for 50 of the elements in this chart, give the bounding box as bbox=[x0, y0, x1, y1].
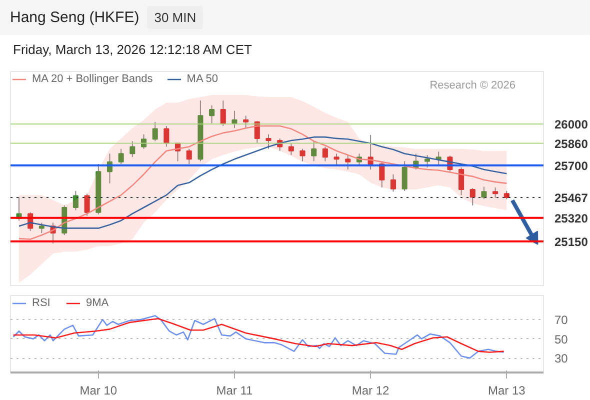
candlestick bbox=[481, 186, 487, 200]
legend-label: MA 20 + Bollinger Bands bbox=[32, 73, 153, 85]
y-tick-label: 30 bbox=[554, 352, 568, 366]
candlestick bbox=[390, 174, 396, 192]
candlestick bbox=[209, 104, 215, 124]
candlestick bbox=[402, 160, 408, 192]
candlestick bbox=[424, 154, 430, 168]
y-tick-label: 25860 bbox=[554, 136, 588, 151]
y-tick-label: 26000 bbox=[554, 117, 588, 132]
candlestick bbox=[72, 190, 78, 211]
y-tick-label: 25150 bbox=[554, 234, 588, 249]
candlestick bbox=[243, 115, 249, 129]
candlestick bbox=[300, 148, 306, 162]
y-tick-label: 25700 bbox=[554, 158, 588, 173]
candlestick bbox=[220, 100, 226, 127]
chart-title: Hang Seng (HKFE) bbox=[10, 9, 140, 26]
line-series bbox=[12, 318, 504, 353]
candlestick bbox=[232, 110, 238, 129]
legend-label: MA 50 bbox=[186, 73, 218, 85]
legend-label: 9MA bbox=[86, 297, 109, 309]
x-tick-label: Mar 10 bbox=[80, 384, 118, 398]
candlestick bbox=[311, 140, 317, 162]
y-tick-label: 70 bbox=[554, 313, 568, 328]
candlestick bbox=[38, 222, 44, 234]
candlestick bbox=[186, 148, 192, 165]
candlestick bbox=[152, 121, 158, 142]
text: 30 MIN bbox=[147, 6, 204, 29]
candlestick bbox=[164, 126, 170, 148]
candlestick bbox=[266, 134, 272, 150]
candlestick bbox=[334, 153, 340, 166]
annotation: Research © 2026 bbox=[430, 80, 516, 92]
y-tick-label: 50 bbox=[554, 332, 568, 346]
line-series bbox=[12, 315, 504, 359]
chart-subtitle: Friday, March 13, 2026 12:12:18 AM CET bbox=[12, 41, 253, 60]
y-tick-label: 25467 bbox=[554, 191, 588, 206]
candlestick bbox=[322, 146, 328, 162]
x-tick-label: Mar 11 bbox=[216, 384, 254, 398]
candlestick bbox=[436, 151, 442, 166]
candlestick bbox=[84, 193, 90, 216]
x-tick-label: Mar 13 bbox=[488, 384, 526, 398]
candlestick bbox=[470, 188, 476, 206]
y-tick-label: 25320 bbox=[554, 211, 588, 226]
legend-label: RSI bbox=[32, 297, 52, 309]
candlestick bbox=[458, 166, 464, 196]
candlestick bbox=[118, 148, 124, 165]
x-tick-label: Mar 12 bbox=[352, 384, 390, 398]
candlestick bbox=[130, 140, 136, 158]
candlestick bbox=[345, 154, 351, 170]
candlestick bbox=[288, 142, 294, 156]
candlestick bbox=[492, 186, 498, 198]
